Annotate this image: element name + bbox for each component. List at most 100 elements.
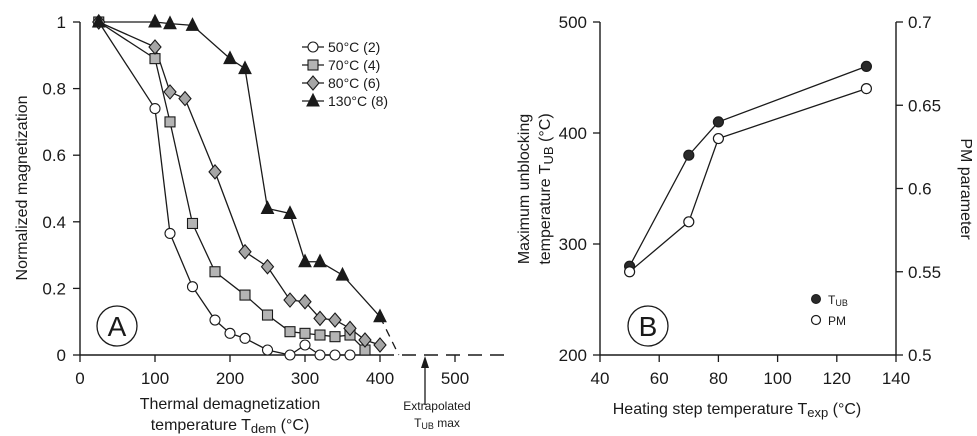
panel-a-label-circle	[96, 305, 138, 347]
arrow-up-icon	[421, 356, 429, 368]
data-point-3	[260, 200, 275, 215]
panel-a-xlabel-line2: temperature Tdem (°C)	[151, 417, 310, 436]
panel-a-xlabel-line1: Thermal demagnetization	[140, 396, 321, 413]
y2-tick-label: 0.5	[908, 346, 932, 365]
panel-b-xlabel: Heating step temperature Texp (°C)	[613, 401, 862, 420]
data-point-3	[223, 50, 237, 65]
y-tick-label: 1	[57, 13, 66, 32]
panel-b-ylabel-line2: temperature TUB (°C)	[537, 113, 556, 264]
legend-label: 80°C (6)	[328, 75, 380, 91]
x-tick-label: 120	[823, 369, 851, 388]
legend-marker	[306, 75, 320, 91]
data-point-0	[299, 339, 311, 351]
data-point-0	[186, 281, 199, 293]
data-point-2	[373, 337, 387, 353]
x-tick-label: 80	[709, 369, 728, 388]
panel-b-y2label: PM parameter	[957, 138, 974, 240]
x-tick-label: 300	[291, 369, 319, 388]
data-point-2	[328, 312, 342, 328]
panel-b-label-text: B	[639, 311, 658, 342]
data-point-3	[298, 253, 312, 268]
data-point-3	[91, 13, 106, 28]
panel-b-y-ticks: 200 300 400 500	[559, 13, 600, 365]
data-point-1	[314, 329, 326, 341]
data-point-2	[148, 39, 162, 55]
data-point-1	[712, 132, 725, 145]
y-tick-label: 0	[57, 346, 66, 365]
data-point-2	[238, 243, 252, 260]
data-point-3	[238, 60, 252, 75]
legend-pm-marker	[810, 314, 822, 326]
legend-label: 50°C (2)	[328, 39, 380, 55]
data-point-1	[299, 327, 311, 339]
panel-b-label: B	[627, 305, 669, 347]
data-point-1	[209, 266, 221, 278]
data-point-1	[239, 289, 251, 301]
data-point-1	[261, 309, 274, 321]
data-point-0	[712, 116, 725, 128]
panel-b-ylabel-line1: Maximum unblocking	[516, 114, 533, 264]
data-point-2	[283, 292, 297, 308]
panel-b-label-circle	[627, 305, 669, 347]
data-point-0	[261, 344, 274, 356]
x-tick-label: 0	[75, 369, 84, 388]
y2-tick-label: 0.7	[908, 13, 932, 32]
legend-label: 70°C (4)	[328, 57, 380, 73]
x-tick-label: 100	[141, 369, 169, 388]
y-tick-label: 0.4	[42, 213, 66, 232]
data-point-2	[208, 164, 222, 180]
data-point-0	[284, 349, 296, 361]
panel-a-legend: 50°C (2) 70°C (4) 80°C (6) 130°C (8)	[302, 39, 388, 109]
legend-pm-label: PM	[828, 314, 846, 328]
series-line-0	[629, 65, 867, 267]
x-tick-label: 400	[366, 369, 394, 388]
extrapolation-annotation: Extrapolated TUB max	[403, 356, 471, 431]
data-point-3	[148, 13, 162, 28]
x-tick-label: 500	[441, 369, 469, 388]
y-tick-label: 0.8	[42, 80, 66, 99]
legend-label: 130°C (8)	[328, 93, 388, 109]
legend-tub-marker	[811, 294, 821, 304]
y-tick-label: 200	[559, 346, 587, 365]
data-point-0	[209, 314, 221, 326]
series-line-0	[98, 21, 350, 356]
y2-tick-label: 0.6	[908, 180, 932, 199]
panel-a-x-ticks: 0 100 200 300 400 500	[75, 355, 469, 388]
data-point-1	[149, 53, 161, 65]
data-point-3	[163, 15, 177, 30]
panel-a-series	[91, 13, 400, 361]
legend-tub-label: TUB	[828, 293, 848, 308]
data-point-0	[329, 349, 341, 361]
x-tick-label: 200	[216, 369, 244, 388]
y2-tick-label: 0.55	[908, 263, 941, 282]
y-tick-label: 0.6	[42, 146, 66, 165]
panel-b-series	[623, 60, 873, 278]
y-tick-label: 300	[559, 235, 587, 254]
panel-a-label-text: A	[108, 311, 127, 342]
x-tick-label: 60	[650, 369, 669, 388]
data-point-2	[163, 84, 177, 100]
data-point-0	[149, 103, 161, 115]
data-point-3	[373, 308, 387, 323]
x-tick-label: 40	[591, 369, 610, 388]
data-point-0	[344, 349, 356, 361]
x-tick-label: 140	[882, 369, 910, 388]
x-tick-label: 100	[763, 369, 791, 388]
y-tick-label: 400	[559, 124, 587, 143]
data-point-0	[314, 349, 326, 361]
y-tick-label: 0.2	[42, 279, 66, 298]
panel-b-y2-ticks: 0.5 0.55 0.6 0.65 0.7	[896, 13, 941, 365]
series-line-1	[629, 87, 867, 273]
panel-b-legend: TUB PM	[810, 293, 848, 328]
data-point-2	[313, 310, 327, 327]
panel-a-label: A	[96, 305, 138, 347]
annotation-line2: TUB max	[414, 416, 460, 431]
data-point-1	[164, 116, 176, 128]
panel-a-ylabel: Normalized magnetization	[14, 96, 31, 281]
annotation-line1: Extrapolated	[403, 399, 470, 413]
data-point-1	[186, 217, 199, 230]
data-point-1	[860, 82, 873, 95]
data-point-0	[239, 332, 251, 344]
legend-marker	[307, 41, 319, 53]
